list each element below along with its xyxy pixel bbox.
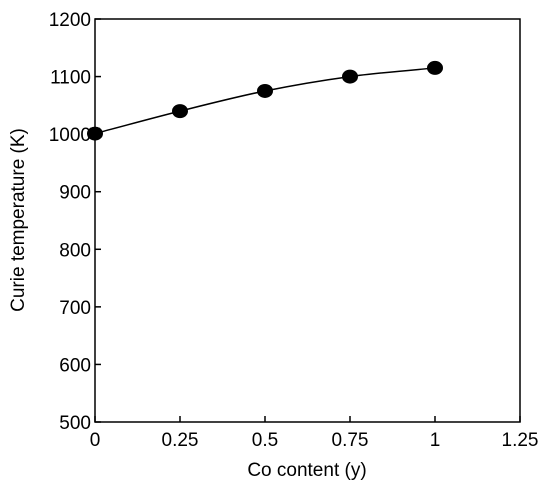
data-point — [427, 60, 443, 75]
y-tick-labels: 500 600 700 800 900 1000 1100 1200 — [49, 10, 91, 434]
y-tick-label: 1100 — [50, 68, 91, 89]
y-tick-label: 600 — [59, 355, 91, 376]
y-tick-label: 500 — [59, 413, 91, 434]
series-curve — [94, 67, 436, 135]
data-point — [257, 83, 273, 98]
data-point — [87, 126, 103, 141]
plot-frame — [94, 18, 521, 423]
x-tick-label: 0.25 — [162, 430, 199, 451]
y-axis-label: Curie temperature (K) — [8, 128, 29, 312]
tick-marks — [94, 18, 521, 423]
x-tick-label: 0.75 — [332, 430, 369, 451]
data-point — [172, 104, 188, 119]
x-tick-labels: 0 0.25 0.5 0.75 1 1.25 — [90, 430, 539, 451]
data-point — [342, 69, 358, 84]
y-tick-label: 800 — [59, 240, 91, 261]
x-tick-label: 1 — [430, 430, 441, 451]
y-tick-label: 1000 — [49, 125, 91, 146]
y-tick-label: 1200 — [49, 10, 91, 31]
y-tick-label: 700 — [59, 298, 91, 319]
x-axis-label: Co content (y) — [247, 460, 366, 481]
x-tick-label: 0 — [90, 430, 101, 451]
x-tick-label: 0.5 — [252, 430, 278, 451]
y-tick-label: 900 — [59, 183, 91, 204]
data-points — [87, 60, 443, 141]
x-tick-label: 1.25 — [502, 430, 539, 451]
